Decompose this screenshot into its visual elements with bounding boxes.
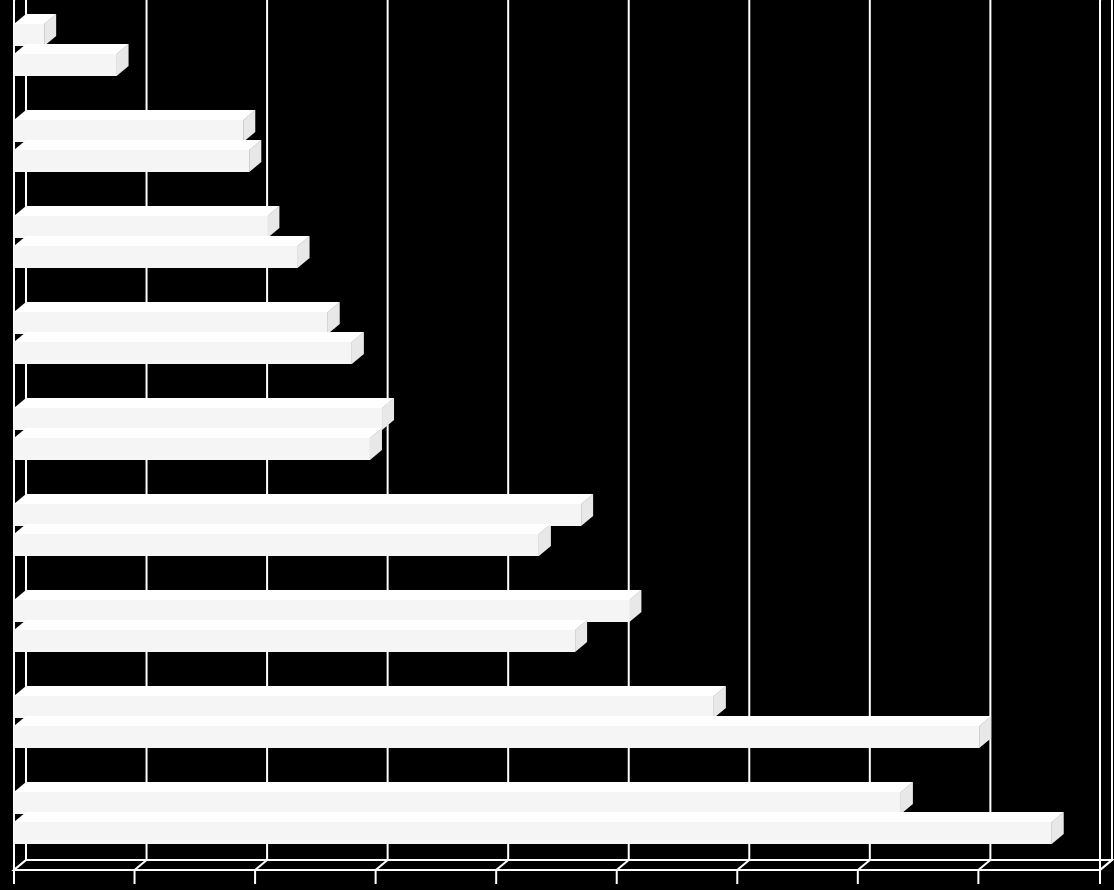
bar-front-g6-b1 bbox=[14, 630, 575, 652]
bar-top-g7-b1 bbox=[14, 716, 991, 726]
bar-front-g7-b0 bbox=[14, 696, 714, 718]
bar-front-g7-b1 bbox=[14, 726, 979, 748]
bar-front-g1-b1 bbox=[14, 150, 249, 172]
bar-top-g1-b0 bbox=[14, 110, 255, 120]
bar-top-g3-b1 bbox=[14, 332, 364, 342]
bar-top-g1-b1 bbox=[14, 140, 261, 150]
bar-front-g2-b1 bbox=[14, 246, 298, 268]
bar-front-g3-b0 bbox=[14, 312, 328, 334]
bar-top-g4-b1 bbox=[14, 428, 382, 438]
bar-top-g5-b1 bbox=[14, 524, 551, 534]
bar-top-g6-b1 bbox=[14, 620, 587, 630]
bar-top-g2-b0 bbox=[14, 206, 279, 216]
right-wall bbox=[1100, 0, 1112, 870]
bar-top-g6-b0 bbox=[14, 590, 641, 600]
bar-top-g2-b1 bbox=[14, 236, 310, 246]
bar-front-g0-b1 bbox=[14, 54, 117, 76]
bar-front-g2-b0 bbox=[14, 216, 267, 238]
bar-front-g3-b1 bbox=[14, 342, 352, 364]
bar-front-g4-b1 bbox=[14, 438, 370, 460]
bar-top-g8-b1 bbox=[14, 812, 1064, 822]
bar-front-g8-b0 bbox=[14, 792, 901, 814]
bar-top-g4-b0 bbox=[14, 398, 394, 408]
bar-top-g3-b0 bbox=[14, 302, 340, 312]
bar-front-g5-b1 bbox=[14, 534, 539, 556]
bar-front-g1-b0 bbox=[14, 120, 243, 142]
plot-svg bbox=[0, 0, 1114, 890]
bar-top-g8-b0 bbox=[14, 782, 913, 792]
bar-front-g0-b0 bbox=[14, 24, 44, 46]
bar-front-g5-b0 bbox=[14, 504, 581, 526]
bar-top-g0-b1 bbox=[14, 44, 129, 54]
floor bbox=[14, 860, 1112, 870]
bar-front-g4-b0 bbox=[14, 408, 382, 430]
bar-top-g7-b0 bbox=[14, 686, 726, 696]
bar-top-g5-b0 bbox=[14, 494, 593, 504]
bar-front-g6-b0 bbox=[14, 600, 629, 622]
bar-chart-3d bbox=[0, 0, 1114, 890]
bar-front-g8-b1 bbox=[14, 822, 1052, 844]
